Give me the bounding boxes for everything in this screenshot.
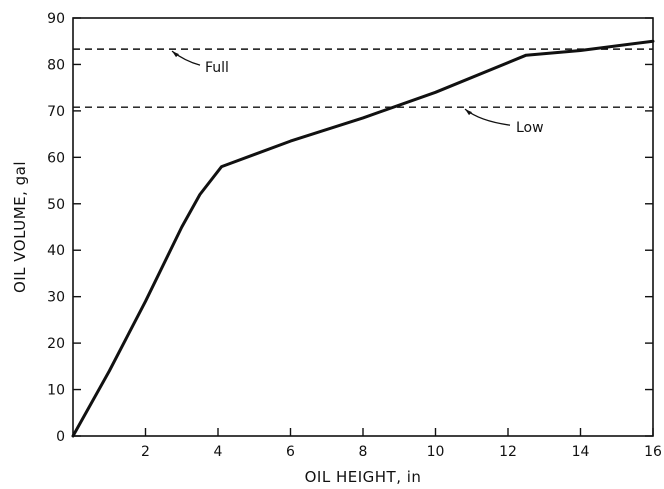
y-tick-label: 90 [47, 11, 65, 27]
y-tick-label: 20 [47, 336, 65, 352]
annotation-label-full: Full [205, 60, 229, 76]
y-axis-ticks: 0 10 20 30 40 50 60 70 80 90 [47, 11, 653, 445]
annotation-leader [464, 108, 511, 126]
y-tick-label: 10 [47, 383, 65, 399]
series-group [71, 39, 655, 438]
y-axis-label: OIL VOLUME, gal [11, 161, 29, 293]
x-tick-label: 12 [499, 444, 517, 460]
x-tick-label: 2 [141, 444, 150, 460]
x-tick-label: 16 [644, 444, 662, 460]
x-tick-label: 10 [427, 444, 445, 460]
reference-lines: Full Low [73, 48, 653, 136]
annotation-arrowhead [465, 109, 472, 116]
x-tick-label: 14 [572, 444, 590, 460]
y-tick-label: 50 [47, 197, 65, 213]
y-tick-label: 40 [47, 243, 65, 259]
annotation-label-low: Low [516, 120, 544, 136]
x-axis-ticks: 2 4 6 8 10 12 14 16 [141, 428, 662, 460]
plot-border [72, 17, 654, 437]
y-tick-label: 30 [47, 290, 65, 306]
annotation-arrowhead [172, 51, 179, 58]
x-axis-label: OIL HEIGHT, in [305, 468, 422, 486]
plot-frame [72, 17, 654, 437]
y-tick-label: 60 [47, 150, 65, 166]
x-tick-label: 8 [359, 444, 368, 460]
x-tick-label: 4 [214, 444, 223, 460]
y-tick-label: 80 [47, 57, 65, 73]
series-line [71, 39, 655, 438]
y-tick-label: 70 [47, 104, 65, 120]
y-tick-label: 0 [56, 429, 65, 445]
x-tick-label: 6 [286, 444, 295, 460]
